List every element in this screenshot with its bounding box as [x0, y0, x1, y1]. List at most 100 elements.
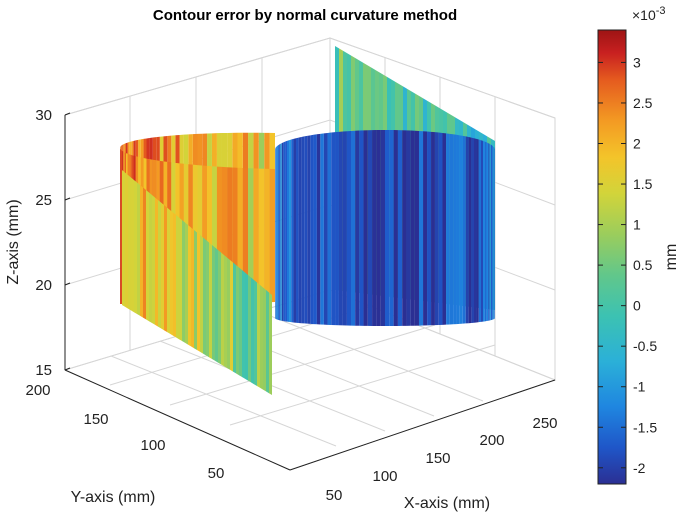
surface-strip-front-panel [164, 205, 167, 332]
surface-strip-right-curve [393, 130, 398, 326]
z-tick-mark [64, 282, 71, 286]
surface-strip-front-panel [128, 175, 131, 311]
surface-strip-front-panel [131, 177, 134, 313]
y-tick-labels: 50 100 150 200 [25, 382, 224, 482]
floor-grid-7 [229, 344, 496, 426]
surface-strip-right-curve [492, 146, 494, 320]
surface-strip-left-curve [248, 168, 254, 303]
surface-strip-right-curve [363, 130, 368, 326]
surface-strip-left-curve [242, 167, 249, 303]
surface-strip-right-curve [473, 138, 477, 323]
surface-strip-right-curve [307, 135, 311, 324]
floor-grid-1 [110, 355, 337, 447]
surface-strip-front-panel [239, 267, 242, 377]
surface-strip-front-panel [185, 222, 188, 345]
surface-strip-right-curve [402, 130, 407, 326]
surface-strip-front-panel [257, 282, 260, 388]
x-tick-label: 200 [479, 432, 504, 449]
surface-strip-front-panel [176, 215, 179, 340]
surface-strip-right-curve [456, 134, 460, 325]
surface-strip-front-panel [167, 207, 170, 334]
surface-strip-right-curve [389, 130, 394, 326]
surface-strip-right-curve [279, 143, 281, 321]
surface-strip-right-curve [385, 130, 390, 326]
surface-strip-front-panel [260, 285, 263, 390]
surface-strip-right-curve [431, 131, 435, 326]
surface-strip-right-curve [434, 132, 439, 326]
surface-strip-right-curve [478, 139, 481, 323]
surface-strip-right-curve [483, 140, 485, 322]
surface-strip-left-curve [269, 168, 275, 303]
surface-strip-front-panel [149, 192, 152, 323]
surface-strip-right-curve [342, 131, 347, 326]
surface-strip-right-curve [410, 130, 415, 326]
x-axis-line [289, 379, 556, 471]
colorbar: 3 2.5 2 1.5 1 0.5 0 -0.5 -1 -1.5 -2 ×10-3 mm [597, 5, 680, 485]
surface-strip-right-curve [459, 135, 463, 324]
surface-strip-right-curve [493, 146, 495, 320]
surface-strip-front-panel [134, 180, 137, 314]
surface-strip-right-curve [320, 133, 324, 325]
surface-strip-right-curve [465, 136, 469, 324]
surface-strip-front-panel [125, 172, 128, 309]
z-tick-label: 30 [35, 107, 52, 124]
surface-strip-right-curve [418, 130, 424, 326]
surface-strip-front-panel [191, 227, 194, 349]
colorbar-tick-label: -0.5 [633, 338, 657, 354]
surface-strip-right-curve [275, 146, 277, 320]
surface-strip-front-panel [248, 275, 251, 383]
z-tick-mark [64, 367, 71, 371]
surface-strip-front-panel [152, 195, 155, 325]
surface-strip-front-panel [197, 232, 200, 352]
surface-strip-right-curve [293, 138, 297, 323]
y-tick-label: 150 [83, 411, 108, 428]
surface-strip-right-curve [372, 130, 377, 326]
z-tick-label: 15 [35, 362, 52, 379]
surface-strip-right-curve [446, 133, 450, 325]
surface-strip-right-curve [449, 133, 454, 325]
y-axis-line [64, 369, 291, 471]
surface-strip-right-curve [278, 144, 280, 321]
surface-strip-right-curve [335, 131, 339, 326]
x-tick-label: 150 [425, 450, 450, 467]
y-tick-label: 100 [140, 437, 165, 454]
surface-strip-front-panel [170, 210, 173, 336]
surface-strip-front-panel [200, 235, 203, 354]
surface-strip-right-curve [462, 135, 466, 324]
colorbar-tick-label: -1 [633, 379, 646, 395]
floor-grid-4 [257, 310, 484, 402]
surface-strip-right-curve [490, 144, 492, 321]
surface-strip-left-curve [253, 168, 259, 303]
surface-strip-front-panel [218, 250, 221, 365]
surface-strip-front-panel [146, 190, 149, 322]
surface-strip-right-curve [296, 137, 299, 323]
surface-strip-front-panel [245, 272, 248, 381]
surface-strip-right-curve [313, 134, 317, 325]
surface-strip-front-panel [209, 242, 212, 359]
surface-strip-front-panel [194, 230, 197, 350]
surface-strip-right-curve [301, 136, 305, 324]
colorbar-tick-labels: 3 2.5 2 1.5 1 0.5 0 -0.5 -1 -1.5 -2 [598, 54, 657, 476]
colorbar-exponent-power: -3 [656, 5, 666, 17]
colorbar-tick-label: 2.5 [633, 95, 653, 111]
chart-title: Contour error by normal curvature method [153, 7, 457, 24]
surface-strip-front-panel [251, 277, 254, 385]
z-grid-30 [64, 37, 556, 119]
surface-strip-right-curve [423, 131, 428, 326]
surface-strip-right-curve [438, 132, 443, 325]
surface-strip-front-panel [212, 245, 215, 361]
colorbar-tick-label: 1 [633, 217, 641, 233]
surface-strip-right-curve [359, 130, 364, 326]
surface-strip-front-panel [224, 255, 227, 368]
floor-grid-2 [159, 340, 386, 432]
surface-strip-right-curve [338, 131, 343, 326]
surface-strip-front-panel [182, 220, 185, 343]
surface-strip-front-panel [155, 197, 158, 327]
surface-strip-right-curve [414, 130, 419, 326]
colorbar-tick-label: 3 [633, 54, 641, 70]
surface-strip-front-panel [173, 212, 176, 338]
surface-strip-front-panel [242, 270, 245, 379]
colorbar-tick-label: -2 [633, 460, 646, 476]
surface-strip-front-panel [221, 252, 224, 367]
z-tick-label: 25 [35, 192, 52, 209]
